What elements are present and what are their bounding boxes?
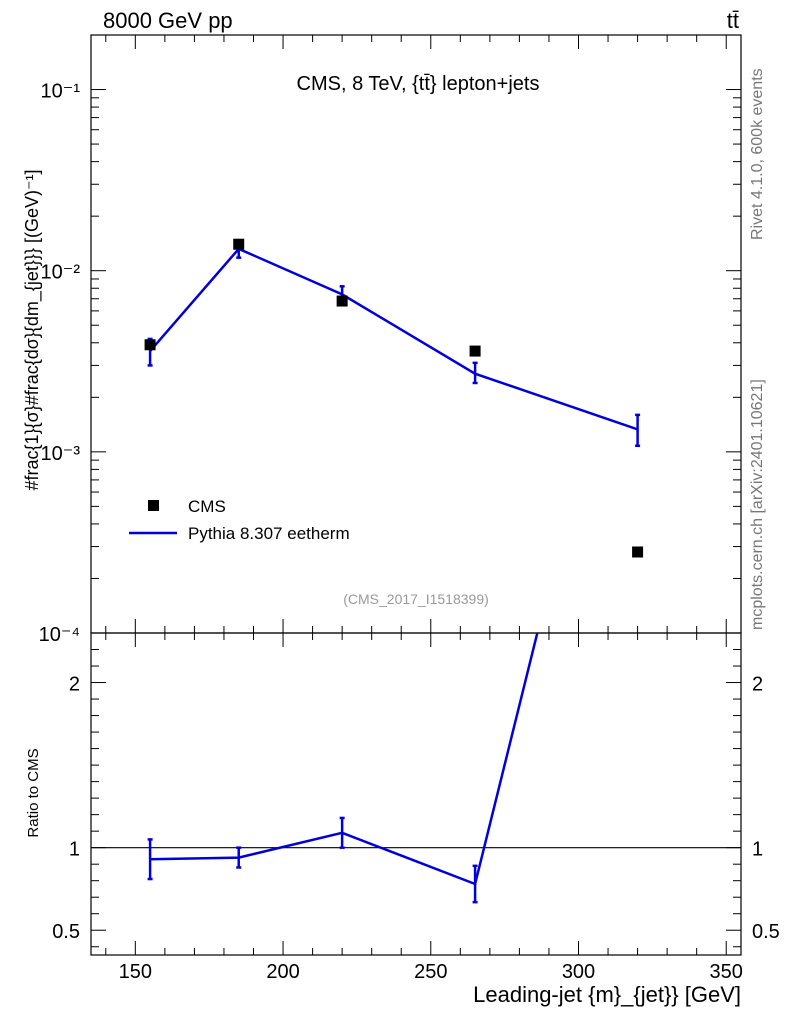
x-tick-label: 200: [266, 961, 299, 983]
y-tick-label-top: 10⁻⁴: [39, 624, 80, 646]
legend: CMS Pythia 8.307 eetherm: [129, 497, 350, 543]
x-tick-label: 300: [562, 961, 595, 983]
cms-data-point: [233, 238, 245, 250]
cms-data-point: [632, 546, 644, 558]
legend-label-cms: CMS: [188, 497, 226, 516]
ratio-panel-frame: [90, 632, 742, 956]
cms-data-point: [469, 345, 481, 357]
analysis-watermark: (CMS_2017_I1518399): [343, 591, 489, 607]
x-tick-label: 350: [710, 961, 743, 983]
x-tick-label: 150: [119, 961, 152, 983]
y-axis-label-ratio: Ratio to CMS: [25, 748, 42, 837]
header-left-label: 8000 GeV pp: [103, 8, 233, 33]
cms-data-point: [144, 339, 156, 351]
y-tick-label-ratio: 0.5: [52, 921, 80, 943]
x-axis-label: Leading-jet {m}_{jet}} [GeV]: [473, 982, 741, 1007]
legend-marker-cms: [148, 500, 159, 511]
legend-label-pythia: Pythia 8.307 eetherm: [188, 524, 350, 543]
rivet-version-label: Rivet 4.1.0, 600k events: [749, 68, 766, 240]
y-tick-label-top: 10⁻³: [41, 443, 81, 465]
mcplots-source-label: mcplots.cern.ch [arXiv:2401.10621]: [749, 379, 766, 630]
ratio-series-line: [150, 633, 539, 886]
header-right-label: tt̄: [727, 8, 739, 33]
y-tick-label-ratio-right: 0.5: [752, 921, 780, 943]
x-tick-label: 250: [414, 961, 447, 983]
plot-title: CMS, 8 TeV, {tt̄} lepton+jets: [297, 73, 540, 95]
y-tick-label-ratio: 1: [69, 839, 80, 861]
y-tick-label-ratio-right: 2: [752, 674, 763, 696]
y-tick-label-top: 10⁻²: [41, 262, 81, 284]
y-tick-label-top: 10⁻¹: [41, 81, 81, 103]
y-axis-label-top: #frac{1}{σ}#frac{dσ}{dm_{jet}}} [(GeV)⁻¹…: [22, 170, 43, 491]
y-tick-label-ratio-right: 1: [752, 839, 763, 861]
pythia-series-line: [149, 247, 638, 431]
y-tick-label-ratio: 2: [69, 674, 80, 696]
cms-data-point: [336, 295, 348, 307]
top-panel-frame: [90, 34, 742, 634]
